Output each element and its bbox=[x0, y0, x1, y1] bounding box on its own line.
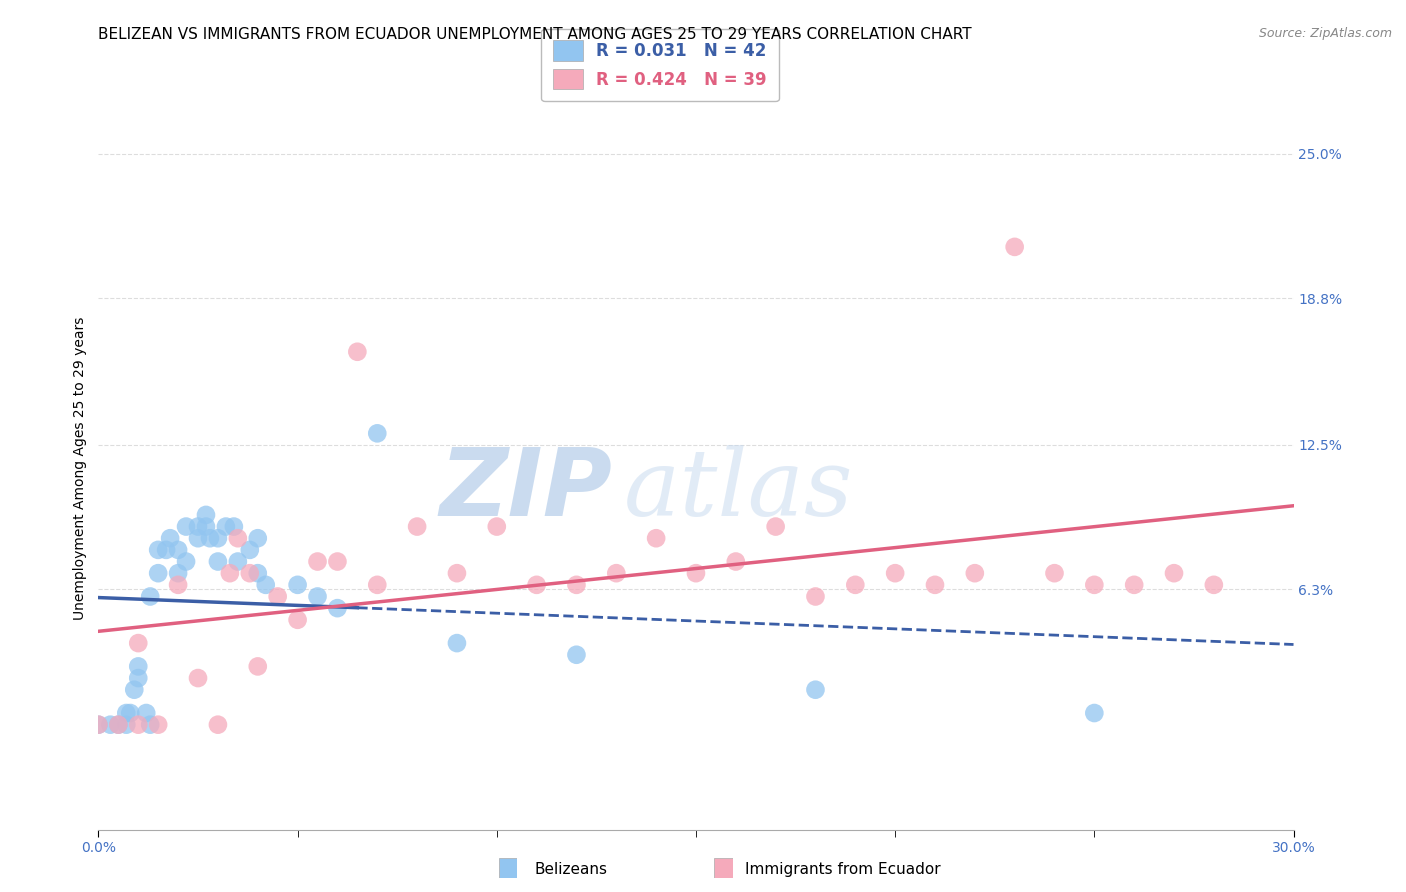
Point bbox=[239, 542, 262, 557]
Point bbox=[924, 578, 946, 592]
Text: atlas: atlas bbox=[624, 445, 853, 535]
Point bbox=[1163, 566, 1185, 581]
Point bbox=[765, 519, 787, 533]
Point bbox=[1004, 240, 1026, 254]
Point bbox=[195, 519, 218, 533]
Point bbox=[195, 508, 218, 522]
Point bbox=[207, 717, 229, 731]
Point bbox=[287, 578, 309, 592]
Point bbox=[685, 566, 707, 581]
Point bbox=[174, 519, 197, 533]
Point bbox=[187, 531, 209, 545]
Point bbox=[87, 717, 110, 731]
Point bbox=[526, 578, 548, 592]
Legend: R = 0.031   N = 42, R = 0.424   N = 39: R = 0.031 N = 42, R = 0.424 N = 39 bbox=[541, 29, 779, 101]
Point bbox=[645, 531, 668, 545]
Point bbox=[844, 578, 866, 592]
Point bbox=[804, 590, 827, 604]
Point bbox=[254, 578, 277, 592]
Text: Belizeans: Belizeans bbox=[534, 863, 607, 877]
Point bbox=[446, 566, 468, 581]
Point bbox=[215, 519, 238, 533]
Point bbox=[187, 519, 209, 533]
Point bbox=[98, 717, 122, 731]
Point bbox=[219, 566, 242, 581]
Point bbox=[167, 542, 190, 557]
Y-axis label: Unemployment Among Ages 25 to 29 years: Unemployment Among Ages 25 to 29 years bbox=[73, 317, 87, 620]
Point bbox=[222, 519, 245, 533]
Point bbox=[565, 578, 588, 592]
Point bbox=[127, 659, 149, 673]
Point bbox=[167, 578, 190, 592]
Point bbox=[159, 531, 181, 545]
Point bbox=[446, 636, 468, 650]
Point bbox=[1202, 578, 1225, 592]
Point bbox=[1043, 566, 1066, 581]
Point bbox=[565, 648, 588, 662]
Point bbox=[135, 706, 157, 720]
Point bbox=[139, 717, 162, 731]
Point bbox=[326, 601, 349, 615]
Point bbox=[174, 555, 197, 569]
Point bbox=[226, 531, 249, 545]
Point bbox=[127, 636, 149, 650]
Point bbox=[724, 555, 747, 569]
Point bbox=[267, 590, 290, 604]
Point bbox=[115, 706, 138, 720]
Point bbox=[1083, 706, 1105, 720]
Point bbox=[366, 426, 388, 441]
Point bbox=[207, 555, 229, 569]
Point bbox=[207, 531, 229, 545]
Point bbox=[804, 682, 827, 697]
Point bbox=[167, 566, 190, 581]
Point bbox=[326, 555, 349, 569]
Point bbox=[127, 717, 149, 731]
Point bbox=[246, 531, 269, 545]
Point bbox=[963, 566, 986, 581]
Point bbox=[87, 717, 110, 731]
Point bbox=[1123, 578, 1146, 592]
Point bbox=[366, 578, 388, 592]
Point bbox=[139, 590, 162, 604]
Point bbox=[485, 519, 508, 533]
Text: Source: ZipAtlas.com: Source: ZipAtlas.com bbox=[1258, 27, 1392, 40]
Point bbox=[148, 717, 170, 731]
Point bbox=[107, 717, 129, 731]
Point bbox=[115, 717, 138, 731]
Point bbox=[120, 706, 142, 720]
Point bbox=[246, 659, 269, 673]
Point bbox=[187, 671, 209, 685]
Text: BELIZEAN VS IMMIGRANTS FROM ECUADOR UNEMPLOYMENT AMONG AGES 25 TO 29 YEARS CORRE: BELIZEAN VS IMMIGRANTS FROM ECUADOR UNEM… bbox=[98, 27, 972, 42]
Point bbox=[148, 542, 170, 557]
Point bbox=[127, 671, 149, 685]
Point bbox=[239, 566, 262, 581]
Point bbox=[107, 717, 129, 731]
Point bbox=[124, 682, 146, 697]
Point bbox=[148, 566, 170, 581]
Point bbox=[226, 555, 249, 569]
Point bbox=[246, 566, 269, 581]
Text: Immigrants from Ecuador: Immigrants from Ecuador bbox=[745, 863, 941, 877]
Point bbox=[287, 613, 309, 627]
Point bbox=[1083, 578, 1105, 592]
Point bbox=[406, 519, 429, 533]
Point bbox=[155, 542, 177, 557]
Point bbox=[307, 590, 329, 604]
Point bbox=[307, 555, 329, 569]
Point bbox=[605, 566, 627, 581]
Text: ZIP: ZIP bbox=[440, 444, 613, 536]
Point bbox=[884, 566, 907, 581]
Point bbox=[198, 531, 221, 545]
Point bbox=[346, 344, 368, 359]
